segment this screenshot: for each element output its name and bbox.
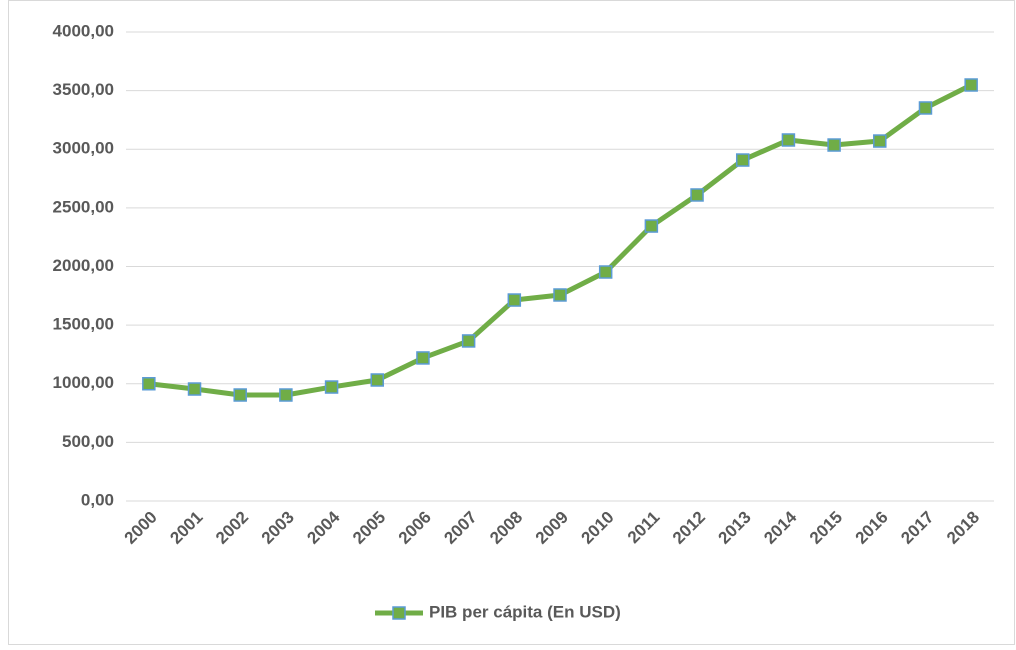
y-tick-label: 3500,00 [53, 80, 114, 99]
marker [598, 265, 613, 279]
legend-label: PIB per cápita (En USD) [429, 602, 621, 621]
marker [142, 377, 156, 391]
marker [370, 373, 385, 387]
marker [187, 382, 202, 396]
marker [324, 380, 339, 394]
marker [690, 188, 704, 202]
marker [918, 101, 933, 115]
marker [827, 138, 841, 152]
y-tick-label: 2000,00 [53, 256, 114, 275]
marker [279, 388, 293, 402]
marker [735, 153, 750, 167]
marker [644, 219, 659, 233]
y-tick-label: 3000,00 [53, 139, 114, 158]
marker [781, 133, 796, 147]
marker [416, 351, 430, 365]
y-tick-label: 1000,00 [53, 373, 114, 392]
marker [964, 78, 978, 92]
y-tick-label: 0,00 [81, 490, 114, 509]
marker [873, 134, 887, 148]
y-tick-label: 2500,00 [53, 197, 114, 216]
legend-marker [392, 606, 406, 620]
marker [553, 288, 567, 302]
marker [507, 293, 522, 307]
marker [461, 334, 476, 348]
y-tick-label: 500,00 [62, 432, 114, 451]
chart-frame [8, 0, 1015, 645]
marker [233, 388, 247, 402]
y-tick-label: 4000,00 [53, 21, 114, 40]
y-tick-label: 1500,00 [53, 315, 114, 334]
